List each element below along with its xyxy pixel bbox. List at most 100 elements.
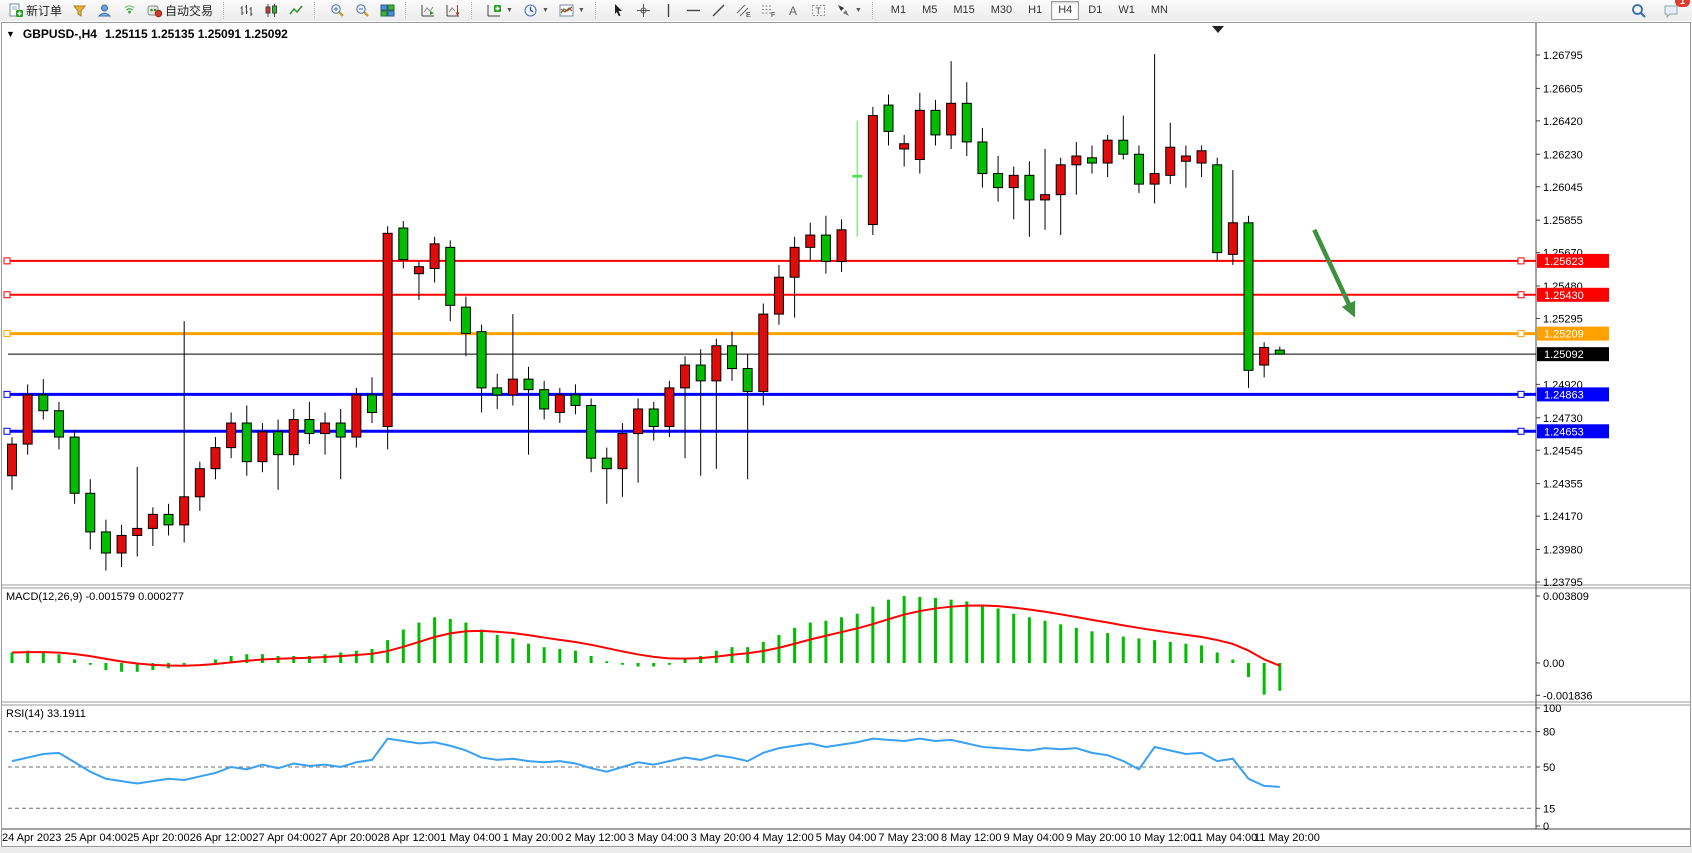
candlestick-chart-button[interactable] [259, 0, 284, 21]
candle-body[interactable] [1118, 139, 1129, 155]
line-handle[interactable] [1517, 427, 1525, 435]
candle-body[interactable] [961, 102, 972, 143]
candle-body[interactable] [7, 443, 17, 477]
candle-body[interactable] [445, 246, 456, 306]
annotation-arrow[interactable] [1312, 228, 1353, 310]
line-handle[interactable] [1517, 330, 1525, 338]
candle-body[interactable] [1259, 346, 1270, 366]
community-chat-button[interactable]: 1 [1658, 0, 1690, 21]
candle-body[interactable] [85, 492, 96, 533]
candle-body[interactable] [867, 115, 878, 226]
candle-body[interactable] [179, 496, 190, 526]
horizontal-line-button[interactable] [681, 0, 706, 21]
candle-body[interactable] [977, 141, 988, 175]
auto-scroll-button[interactable] [416, 0, 441, 21]
zoom-in-button[interactable] [325, 0, 350, 21]
candle-body[interactable] [680, 364, 691, 389]
chart-shift-button[interactable] [441, 0, 466, 21]
timeframe-button-h1[interactable]: H1 [1028, 4, 1043, 16]
candle-body[interactable] [53, 410, 64, 438]
candle-body[interactable] [1196, 150, 1207, 164]
candle-body[interactable] [836, 229, 847, 262]
candle-body[interactable] [241, 422, 252, 463]
timeframe-button-m5[interactable]: M5 [922, 4, 938, 16]
candle-body[interactable] [1071, 155, 1082, 166]
candle-body[interactable] [398, 227, 409, 261]
candle-body[interactable] [147, 513, 158, 529]
candle-body[interactable] [320, 422, 331, 435]
signals-button[interactable] [117, 0, 142, 21]
candle-body[interactable] [507, 378, 518, 396]
candle-body[interactable] [993, 173, 1004, 189]
candle-body[interactable] [1040, 194, 1051, 201]
candle-body[interactable] [1102, 139, 1113, 164]
candle-body[interactable] [69, 436, 80, 494]
candle-body[interactable] [523, 378, 534, 391]
candle-body[interactable] [899, 143, 910, 150]
new-order-button[interactable]: 新订单 [3, 0, 67, 21]
candle-body[interactable] [758, 313, 769, 392]
periods-button[interactable]: ▼ [518, 0, 554, 21]
timeframe-button-m1[interactable]: M1 [890, 4, 907, 16]
candle-body[interactable] [335, 422, 346, 438]
line-handle[interactable] [3, 390, 11, 398]
crosshair-button[interactable] [631, 0, 656, 21]
candle-body[interactable] [1180, 155, 1191, 162]
candle-body[interactable] [132, 527, 143, 536]
candle-body[interactable] [1165, 146, 1176, 176]
arrows-tool-button[interactable]: ▼ [831, 0, 867, 21]
profiles-button[interactable] [67, 0, 92, 21]
candle-body[interactable] [883, 104, 894, 132]
line-handle[interactable] [3, 427, 11, 435]
candle-body[interactable] [852, 174, 863, 178]
date-axis[interactable]: 24 Apr 2023 25 Apr 04:00 25 Apr 20:00 26 Ap… [0, 831, 1692, 847]
templates-button[interactable]: ▼ [554, 0, 590, 21]
candle-body[interactable] [1243, 222, 1254, 371]
search-button[interactable] [1626, 0, 1652, 21]
line-handle[interactable] [1517, 257, 1525, 265]
timeframe-button-m15[interactable]: M15 [953, 4, 975, 16]
candle-body[interactable] [382, 232, 393, 428]
indicators-button[interactable]: ▼ [482, 0, 518, 21]
fibonacci-button[interactable]: F [756, 0, 781, 21]
candle-body[interactable] [664, 387, 675, 428]
candle-body[interactable] [789, 246, 800, 278]
candle-body[interactable] [1024, 174, 1035, 201]
line-handle[interactable] [3, 257, 11, 265]
candle-body[interactable] [570, 394, 581, 406]
candle-body[interactable] [539, 389, 550, 410]
annotation-arrow-head[interactable] [1341, 300, 1356, 318]
candle-body[interactable] [1227, 222, 1238, 255]
candle-body[interactable] [601, 457, 612, 470]
timeframe-button-h4[interactable]: H4 [1051, 1, 1080, 20]
candle-body[interactable] [226, 422, 237, 449]
candle-body[interactable] [100, 531, 111, 554]
candle-body[interactable] [304, 419, 315, 435]
trendline-button[interactable] [706, 0, 731, 21]
candle-body[interactable] [946, 102, 957, 136]
candle-body[interactable] [288, 419, 299, 456]
cursor-button[interactable] [606, 0, 631, 21]
candle-body[interactable] [38, 394, 49, 412]
candle-body[interactable] [163, 513, 174, 526]
timeframe-button-m30[interactable]: M30 [990, 4, 1013, 16]
autotrading-button[interactable]: 自动交易 [142, 0, 218, 21]
candle-body[interactable] [1133, 153, 1144, 185]
candle-body[interactable] [429, 243, 440, 269]
candle-body[interactable] [257, 431, 268, 463]
candle-body[interactable] [1212, 164, 1223, 254]
candle-body[interactable] [726, 345, 737, 370]
candle-body[interactable] [273, 431, 284, 456]
candle-body[interactable] [930, 109, 941, 136]
timeframe-button-mn[interactable]: MN [1150, 4, 1168, 16]
timeframe-button-w1[interactable]: W1 [1118, 4, 1135, 16]
market-watch-button[interactable] [92, 0, 117, 21]
equidistant-channel-button[interactable]: E [731, 0, 756, 21]
candle-body[interactable] [742, 368, 753, 392]
candle-body[interactable] [1274, 349, 1285, 355]
candle-body[interactable] [194, 468, 205, 498]
candle-body[interactable] [914, 109, 925, 161]
candle-body[interactable] [22, 394, 33, 445]
candle-body[interactable] [648, 408, 659, 428]
line-handle[interactable] [3, 291, 11, 299]
